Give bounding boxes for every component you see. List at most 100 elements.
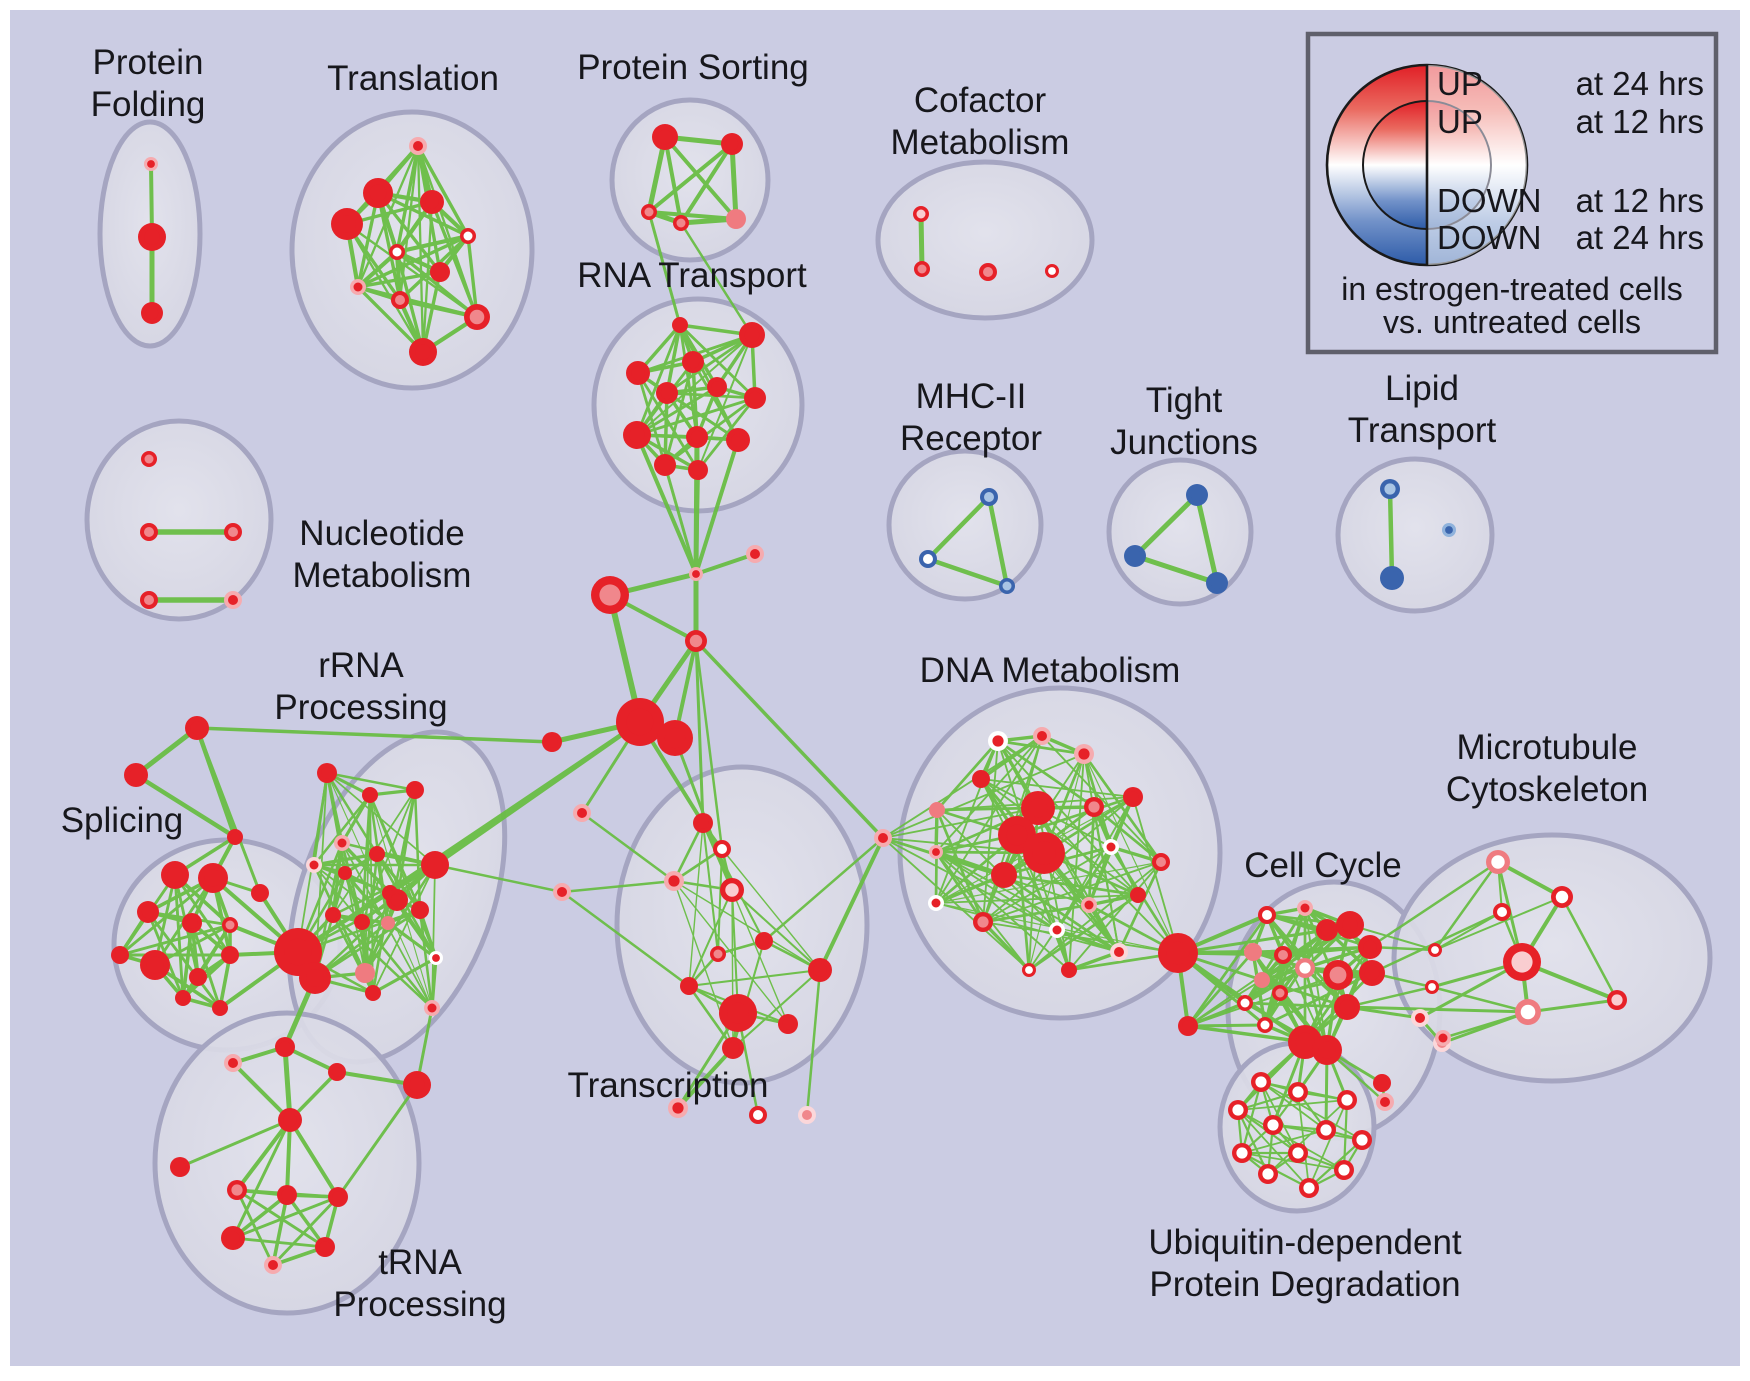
network-node [222,917,238,933]
legend-time-label: at 24 hrs [1576,65,1704,102]
network-edge [1368,860,1500,949]
network-edge [1260,1081,1327,1131]
network-edge [1370,910,1504,975]
network-node [988,731,1008,751]
network-edge [935,851,1120,953]
cluster-label-tr: Translation [327,59,499,98]
network-node [680,977,698,995]
network-node [1288,1082,1308,1102]
network-node [721,133,743,155]
network-edge [647,210,682,327]
network-node [1023,832,1065,874]
network-node [140,950,170,980]
network-edge [694,639,885,840]
network-edge [376,191,402,302]
network-edge [336,1083,419,1199]
network-edge [882,735,1043,839]
network-node [744,387,766,409]
network-edge [146,910,222,1010]
network-node [212,1000,228,1016]
network-node [315,1237,335,1257]
network-edge [935,851,1058,931]
network-node [1486,850,1510,874]
network-edge [1015,795,1135,837]
network-node [874,829,892,847]
network-edge [133,772,238,840]
network-node [1130,887,1146,903]
cluster-label-lip: Lipid [1385,369,1459,408]
network-node [1376,1093,1394,1111]
network-node [430,262,450,282]
network-edge [1186,1001,1247,1028]
network-edge [882,837,1030,971]
network-node [350,279,366,295]
network-edge [1303,945,1372,1044]
network-edge [345,222,425,354]
legend-time-label: at 12 hrs [1576,182,1704,219]
network-node [1316,919,1338,941]
network-edge [1132,492,1200,559]
network-node [1244,943,1262,961]
network-edge [694,468,700,576]
network-node [778,1014,798,1034]
network-node [652,124,678,150]
network-node [175,990,191,1006]
network-node [553,883,571,901]
network-edge [416,144,470,238]
cluster-label-rr: Processing [274,688,447,727]
network-edge [818,836,885,972]
network-edge [729,141,739,222]
network-edge [665,391,757,400]
network-node [1337,1090,1357,1110]
network-node [1152,853,1170,871]
network-edge [1002,873,1140,897]
network-edge [679,221,754,337]
network-edge [731,968,822,1050]
cluster-label-spl: Splicing [61,801,184,840]
network-node [161,861,189,889]
network-node [429,951,443,965]
network-node [726,428,750,452]
network-node [591,576,629,614]
network-edge [805,968,822,1117]
network-node [277,1185,297,1205]
network-node [140,523,158,541]
network-edge [288,1118,340,1199]
network-edge [360,920,375,995]
network-node [1425,980,1439,994]
network-node [1299,1178,1319,1198]
network-edge [1418,960,1524,1020]
network-node [1251,1072,1271,1092]
legend: UP at 24 hrs UP at 12 hrs DOWN at 12 hrs DOWN a… [1305,31,1719,355]
network-node [278,1108,302,1132]
network-edge [935,851,1070,971]
network-node [1316,1120,1336,1140]
network-edge [369,794,437,959]
network-node [722,1037,744,1059]
network-edge [325,771,417,792]
network-edge [313,898,399,980]
network-node [224,591,242,609]
network-edge [925,556,1010,589]
legend-faded-half [1427,65,1527,265]
network-node [317,763,337,783]
network-node [623,421,651,449]
network-edge [1308,1099,1348,1189]
network-node [421,851,449,879]
network-edge [647,142,734,214]
network-node [664,871,684,891]
network-edge [882,807,1039,839]
network-edge [1267,1099,1348,1175]
network-edge [231,1061,292,1122]
network-node [749,1106,767,1124]
network-node [739,322,765,348]
cluster-label-rr: rRNA [318,646,404,685]
network-edge [672,821,705,883]
network-node [182,913,202,933]
network-node [224,1054,242,1072]
network-node [1373,1074,1391,1092]
network-node [227,829,243,845]
cluster-label-pf: Folding [91,85,206,124]
network-node [137,901,159,923]
